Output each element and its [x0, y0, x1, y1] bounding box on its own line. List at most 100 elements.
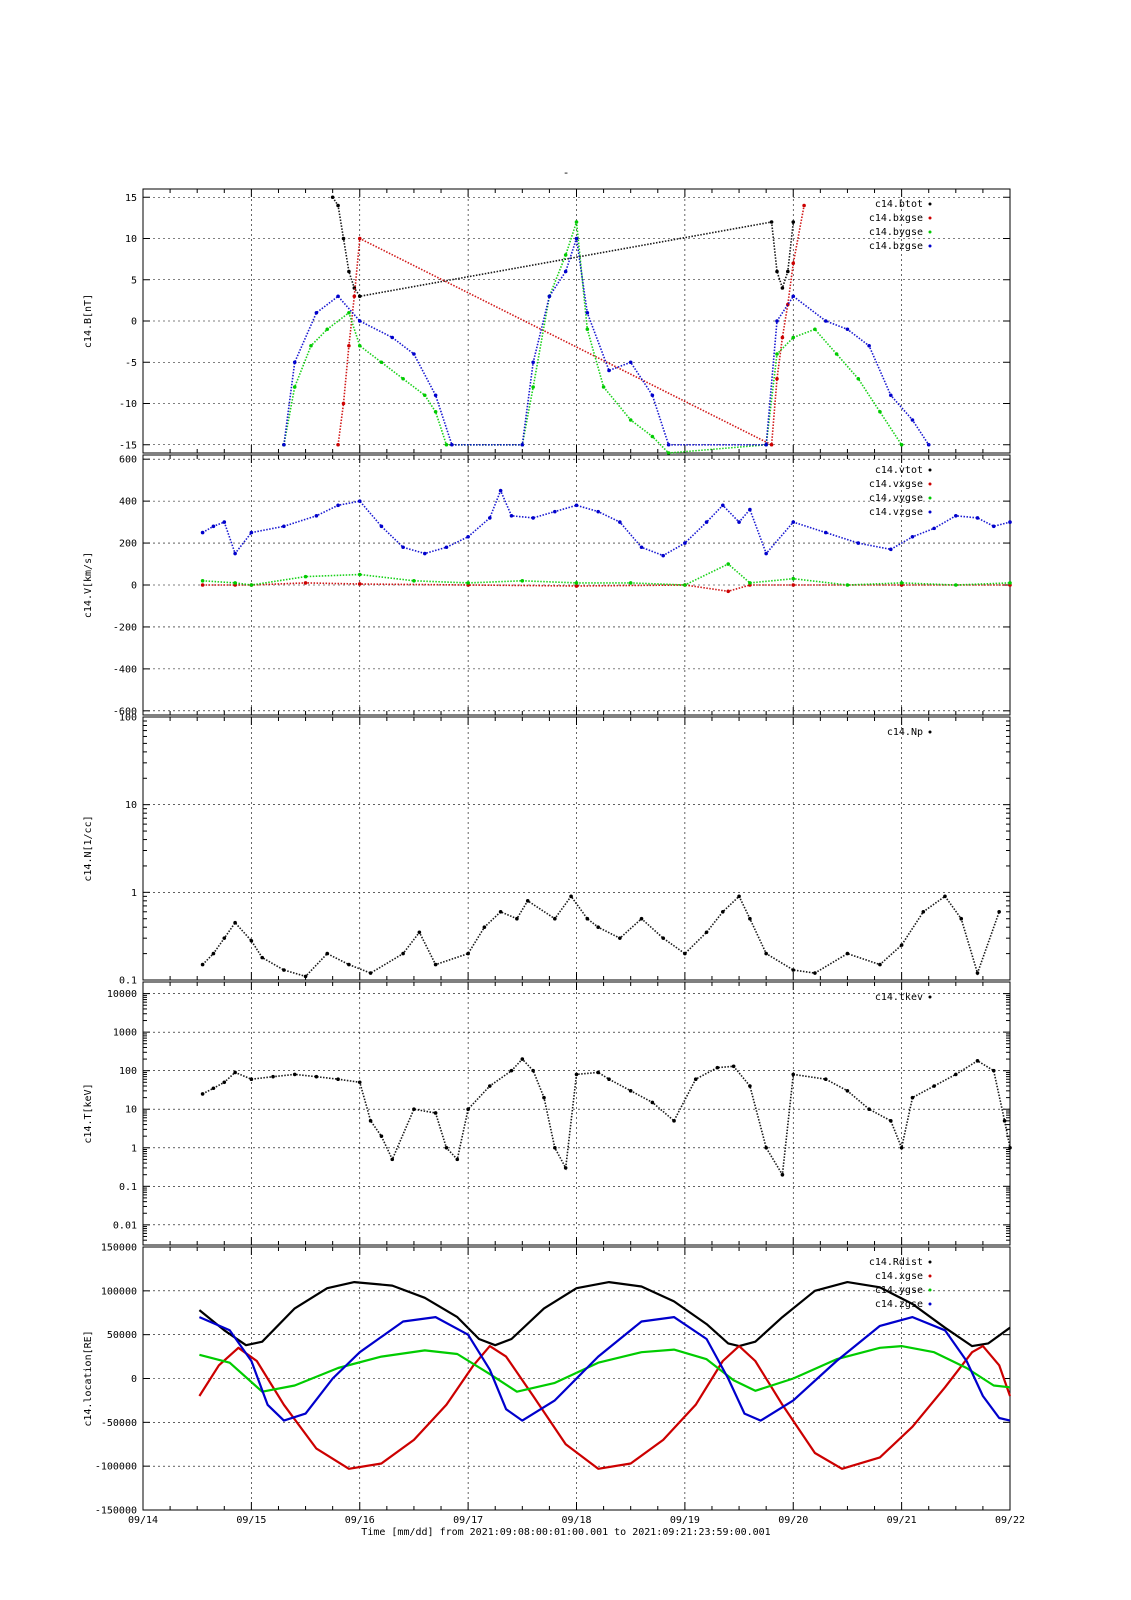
legend-marker-c14.vxgse [928, 482, 932, 486]
series-trace-c14.Np [202, 894, 1000, 978]
data-point-c14.vygse [1008, 581, 1012, 585]
data-point-c14.vxgse [303, 581, 308, 585]
data-point-c14.vzgse [509, 514, 514, 518]
data-point-c14.bxgse [347, 343, 351, 348]
x-axis-title: Time [mm/dd] from 2021:09:08:00:01:00.00… [361, 1527, 770, 1538]
data-point-c14.Np [975, 971, 980, 975]
data-point-c14.vzgse [704, 520, 709, 524]
data-point-c14.tkev [899, 1145, 904, 1150]
data-point-c14.vxgse [726, 589, 731, 594]
data-point-c14.vzgse [683, 541, 687, 545]
data-point-c14.Np [525, 899, 530, 903]
series-trace-c14.tkev [202, 1057, 1011, 1178]
data-point-c14.Np [200, 962, 205, 967]
y-tick-label-location: 150000 [101, 1243, 137, 1254]
data-point-c14.bzgse [628, 360, 633, 365]
data-point-c14.Np [639, 916, 644, 921]
x-tick-label: 09/16 [345, 1515, 375, 1526]
x-tick-label: 09/21 [887, 1515, 917, 1526]
legend-marker-c14.tkev [928, 995, 932, 999]
data-point-c14.Np [596, 925, 600, 930]
data-point-c14.vygse [412, 579, 416, 583]
data-point-c14.bzgse [314, 310, 319, 315]
data-point-c14.tkev [336, 1077, 340, 1082]
data-point-c14.Np [899, 943, 904, 947]
y-axis-label-V: c14.V[km/s] [83, 552, 94, 618]
legend-label-c14.bzgse: c14.bzgse [869, 241, 923, 252]
data-point-c14.tkev [672, 1119, 676, 1123]
data-point-c14.bygse [834, 352, 839, 356]
data-point-c14.bzgse [574, 236, 579, 241]
data-point-c14.tkev [845, 1089, 850, 1093]
data-point-c14.tkev [412, 1107, 416, 1112]
data-point-c14.tkev [823, 1077, 828, 1082]
data-point-c14.vygse [748, 581, 752, 585]
data-point-c14.vygse [233, 581, 237, 585]
data-point-c14.tkev [444, 1145, 449, 1150]
legend-label-c14.tkev: c14.tkev [875, 992, 923, 1003]
data-point-c14.bygse [601, 385, 606, 389]
y-tick-label-T: 100 [119, 1066, 137, 1077]
data-point-c14.bzgse [433, 393, 438, 398]
data-point-c14.tkev [596, 1070, 600, 1075]
series-trace-c14.bxgse [337, 205, 805, 447]
legend-label-c14.Np: c14.Np [887, 727, 923, 738]
data-point-c14.bxgse [357, 236, 362, 241]
data-point-c14.bzgse [531, 360, 535, 365]
data-point-c14.bxgse [352, 294, 357, 299]
data-point-c14.vxgse [574, 584, 579, 588]
data-point-c14.Np [585, 916, 590, 921]
legend-marker-c14.vzgse [928, 510, 932, 514]
data-point-c14.bygse [309, 343, 313, 348]
data-point-c14.vygse [791, 576, 796, 581]
data-point-c14.tkev [607, 1077, 611, 1082]
series-line-c14.zgse [198, 1315, 1011, 1422]
y-tick-label-T: 10000 [107, 989, 137, 1000]
data-point-c14.tkev [932, 1084, 936, 1088]
data-point-c14.vygse [683, 583, 687, 587]
data-point-c14.bxgse [341, 401, 346, 406]
x-tick-label: 09/17 [453, 1515, 483, 1526]
data-point-c14.tkev [357, 1080, 362, 1085]
data-point-c14.vygse [845, 583, 850, 587]
data-point-c14.tkev [455, 1157, 460, 1162]
legend-marker-c14.vygse [928, 496, 932, 500]
data-point-c14.bxgse [336, 442, 340, 447]
data-point-c14.vzgse [422, 551, 427, 556]
data-point-c14.vzgse [379, 524, 384, 529]
legend-label-c14.zgse: c14.zgse [875, 1299, 923, 1310]
data-point-c14.tkev [488, 1084, 492, 1088]
legend-marker-c14.btot [928, 202, 932, 206]
y-tick-label-T: 0.1 [119, 1182, 137, 1193]
data-point-c14.bygse [347, 310, 351, 315]
data-point-c14.vzgse [444, 545, 449, 550]
data-point-c14.bzgse [650, 393, 655, 398]
data-point-c14.bygse [531, 385, 535, 389]
data-point-c14.bzgse [867, 343, 871, 348]
y-tick-label-V: 200 [119, 539, 137, 550]
data-point-c14.bxgse [780, 335, 785, 340]
data-point-c14.bzgse [845, 327, 850, 332]
data-point-c14.vzgse [1008, 520, 1012, 524]
data-point-c14.vzgse [314, 514, 319, 518]
legend-label-c14.bxgse: c14.bxgse [869, 213, 923, 224]
data-point-c14.tkev [233, 1070, 237, 1075]
data-point-c14.vzgse [618, 520, 622, 524]
data-point-c14.Np [417, 930, 422, 935]
data-point-c14.Np [618, 936, 622, 940]
data-point-c14.Np [878, 962, 882, 967]
data-point-c14.tkev [764, 1145, 768, 1150]
y-tick-label-N: 1 [131, 888, 137, 899]
data-point-c14.bygse [325, 327, 330, 332]
y-tick-label-location: -100000 [95, 1462, 137, 1473]
data-point-c14.Np [498, 909, 503, 914]
data-point-c14.bxgse [775, 376, 779, 381]
data-point-c14.tkev [249, 1077, 254, 1082]
y-tick-label-B: -15 [119, 440, 137, 451]
y-tick-label-location: 100000 [101, 1286, 137, 1297]
data-point-c14.Np [748, 916, 752, 921]
data-point-c14.bygse [856, 376, 861, 381]
data-point-c14.bygse [444, 442, 449, 447]
data-point-c14.bygse [628, 418, 633, 422]
